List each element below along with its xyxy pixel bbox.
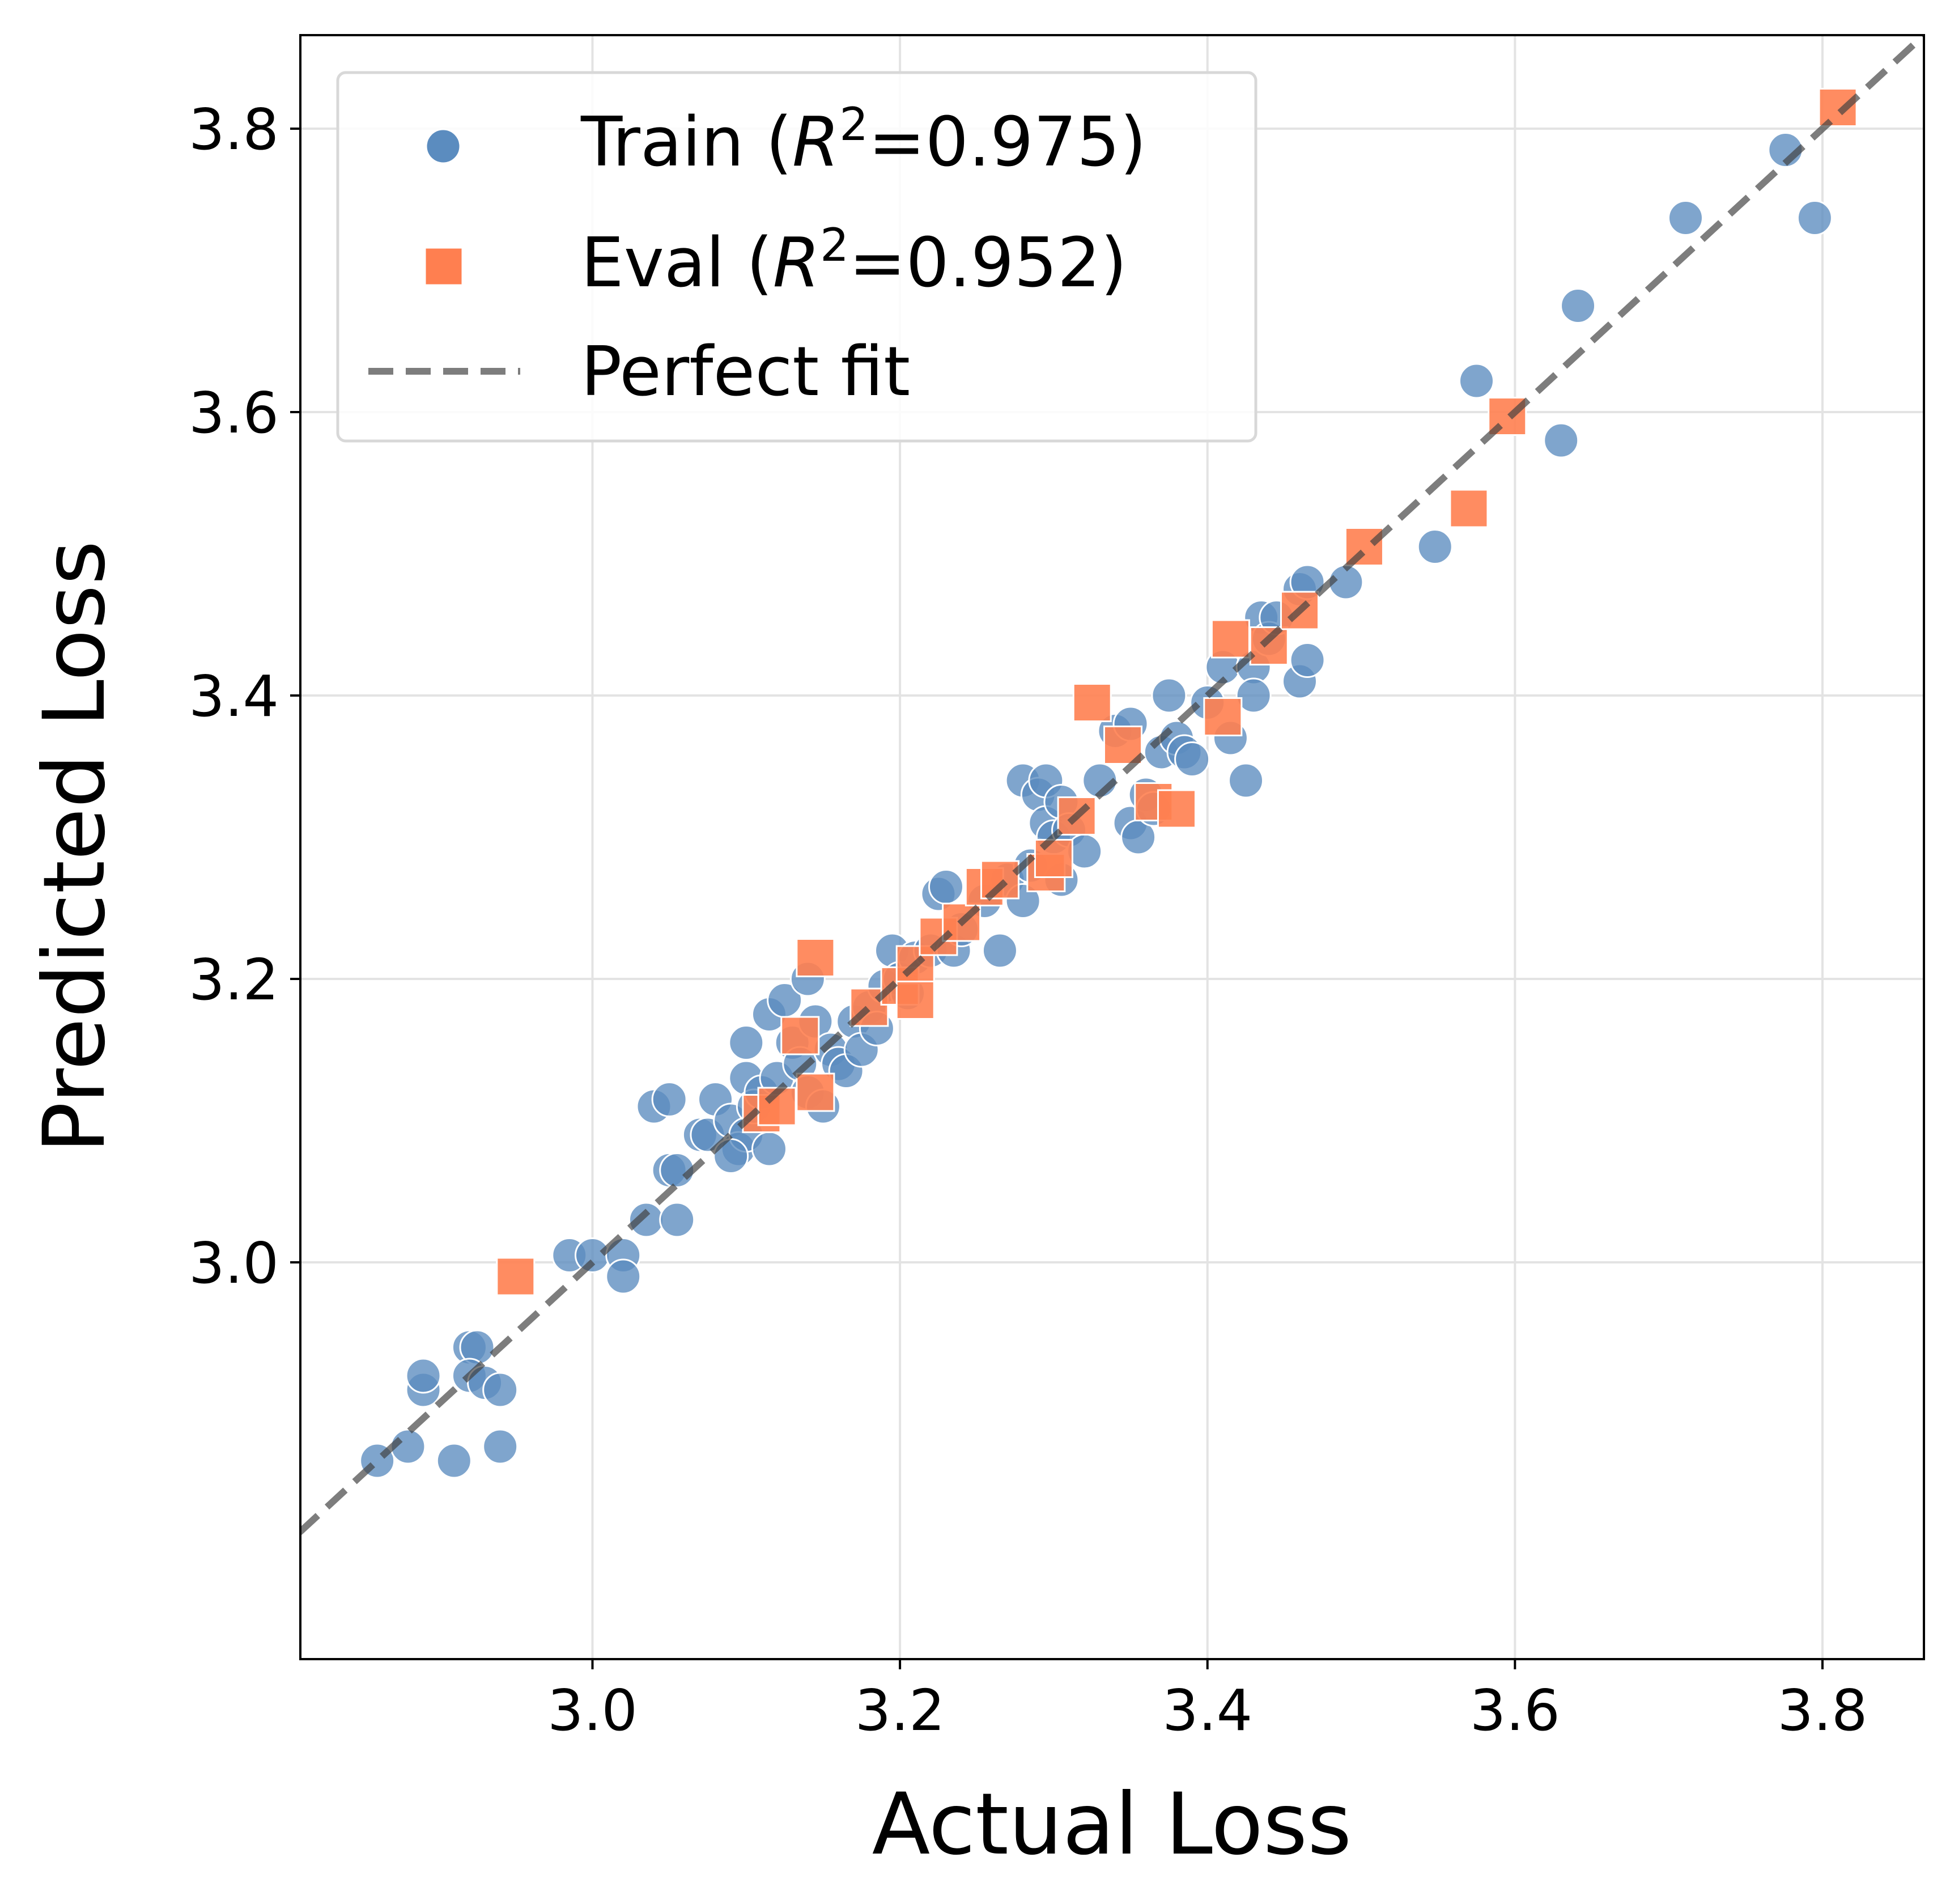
eval-point (1157, 789, 1196, 829)
train-point (1417, 529, 1453, 565)
y-tick-label: 3.0 (189, 1230, 279, 1296)
x-tick-label: 3.4 (1162, 1677, 1252, 1744)
train-point (482, 1428, 519, 1465)
legend-train-exp: 2 (839, 98, 868, 151)
train-point (1543, 422, 1579, 459)
legend-eval-marker (424, 247, 464, 286)
legend-box (336, 71, 1257, 443)
train-point (982, 932, 1018, 969)
eval-point (1072, 683, 1112, 722)
legend-train-suffix: =0.975) (868, 103, 1146, 182)
plot-frame (299, 34, 1925, 1660)
eval-point (1449, 489, 1489, 528)
legend-train-r: R (792, 103, 839, 182)
y-tick-label: 3.8 (189, 96, 279, 163)
eval-point (895, 981, 935, 1020)
train-point (605, 1258, 641, 1295)
train-point (482, 1372, 519, 1408)
train-point (1667, 200, 1703, 236)
legend-eval-prefix: Eval ( (581, 224, 773, 303)
y-tick-label: 3.2 (189, 947, 279, 1013)
eval-point (796, 938, 835, 977)
legend-train-marker (425, 128, 461, 164)
x-axis-label: Actual Loss (872, 1775, 1352, 1874)
legend-eval-label: Eval (R2=0.952) (581, 219, 1127, 303)
y-tick-label: 3.6 (189, 380, 279, 446)
axis-ticks: 3.0 3.2 3.4 3.6 3.8 3.0 3.2 3.4 3.6 3.8 (189, 96, 1868, 1744)
legend: Train (R2=0.975) Eval (R2=0.952) Perfect… (336, 71, 1257, 443)
train-point (751, 1131, 787, 1167)
eval-point (1057, 796, 1097, 836)
perfect-fit-line (300, 35, 1924, 1537)
legend-train-label: Train (R2=0.975) (580, 98, 1146, 182)
eval-point (1210, 619, 1250, 659)
train-point (436, 1443, 472, 1479)
train-point (1289, 642, 1326, 678)
train-point (1151, 677, 1187, 714)
x-tick-label: 3.0 (547, 1677, 638, 1744)
train-point (1174, 741, 1210, 777)
train-point (405, 1358, 441, 1394)
legend-perfect-label: Perfect fit (581, 333, 910, 412)
eval-point (796, 1072, 835, 1112)
legend-eval-exp: 2 (820, 219, 849, 272)
legend-eval-r: R (773, 224, 820, 303)
train-point (1796, 200, 1833, 236)
y-axis-label: Predicted Loss (26, 541, 124, 1154)
train-point (651, 1082, 687, 1117)
train-point (1560, 288, 1596, 324)
eval-point (1818, 88, 1858, 127)
train-point (1228, 762, 1264, 799)
train-point (1235, 677, 1272, 714)
eval-point (1203, 697, 1243, 736)
x-tick-label: 3.6 (1470, 1677, 1560, 1744)
train-point (1458, 363, 1494, 399)
legend-eval-suffix: =0.952) (849, 224, 1127, 303)
eval-series (496, 88, 1858, 1296)
train-point (728, 1025, 764, 1061)
train-point (928, 869, 964, 905)
eval-point (1249, 626, 1289, 665)
legend-train-prefix: Train ( (580, 103, 792, 182)
x-tick-label: 3.2 (855, 1677, 945, 1744)
y-tick-label: 3.4 (189, 663, 279, 730)
eval-point (780, 1016, 820, 1055)
train-point (659, 1202, 695, 1238)
x-tick-label: 3.8 (1777, 1677, 1867, 1744)
eval-point (980, 860, 1019, 900)
eval-point (496, 1257, 536, 1296)
